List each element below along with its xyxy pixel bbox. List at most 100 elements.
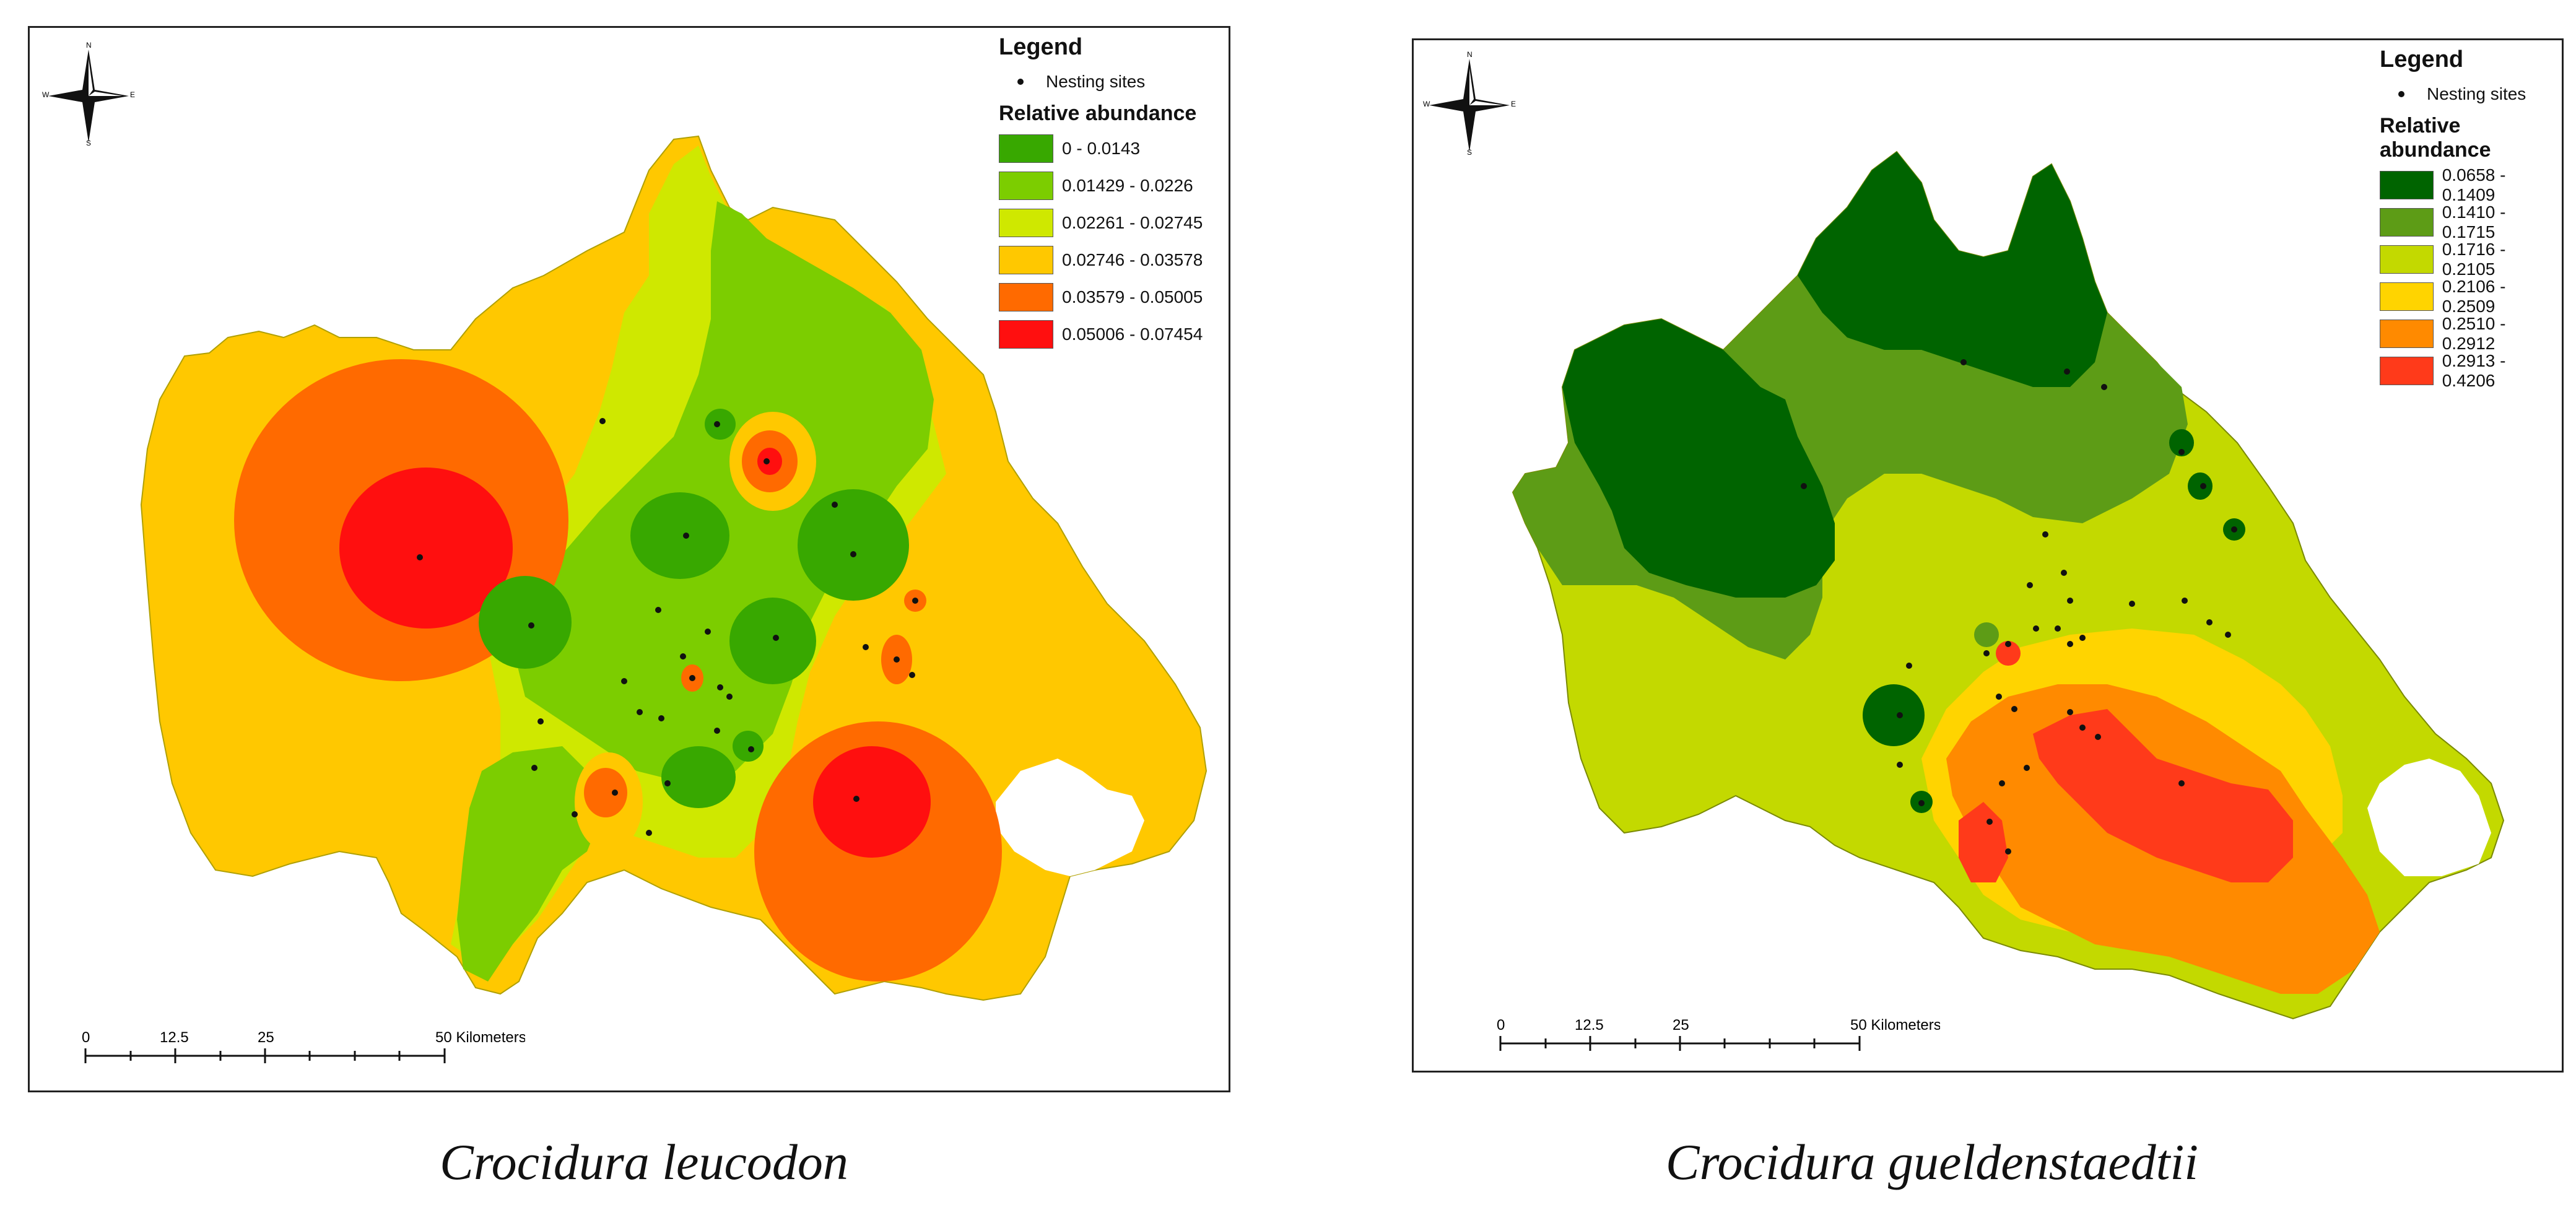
left-legend-swatch <box>999 320 1053 349</box>
right-north-arrow-icon: N S W E <box>1423 50 1516 155</box>
left-darkgreen-patch-6 <box>733 731 764 762</box>
left-legend-swatch <box>999 283 1053 311</box>
left-compass-e: E <box>130 90 135 99</box>
right-legend-row: 0.2913 - 0.4206 <box>2380 351 2562 390</box>
left-north-arrow-icon: N S W E <box>42 41 135 146</box>
left-compass-s: S <box>86 139 91 146</box>
left-legend-range-label: 0.02261 - 0.02745 <box>1062 213 1203 232</box>
left-legend-abundance-title: Relative abundance <box>999 102 1197 125</box>
left-legend-range-label: 0.01429 - 0.0226 <box>1062 176 1193 195</box>
right-legend-swatch <box>2380 282 2434 311</box>
left-map-frame: N S W E Legend Nesting sites Relative ab… <box>28 26 1230 1092</box>
right-legend-swatch <box>2380 208 2434 237</box>
left-map-panel: N S W E Legend Nesting sites Relative ab… <box>28 26 1230 1190</box>
right-legend-row: 0.2106 - 0.2509 <box>2380 277 2562 316</box>
left-legend-row: 0.03579 - 0.05005 <box>999 283 1203 311</box>
left-region-green-lower <box>457 746 599 981</box>
right-region-darkgreen-north <box>1798 152 2107 387</box>
right-nesting-sites <box>1801 359 2237 855</box>
right-map-canvas <box>1512 150 2505 1020</box>
left-legend-row: 0.01429 - 0.0226 <box>999 172 1203 200</box>
right-compass-e: E <box>1511 100 1516 108</box>
right-green-patch-6 <box>1974 622 1999 647</box>
left-map-caption: Crocidura leucodon <box>440 1134 848 1190</box>
left-legend-range-label: 0 - 0.0143 <box>1062 139 1141 158</box>
left-region-green <box>513 201 934 783</box>
left-orange-pocket-2 <box>584 768 627 817</box>
right-map-panel: N S W E Legend Nesting sites Relative ab… <box>1288 0 2576 1223</box>
right-legend-classes: 0.0658 - 0.1409 0.1410 - 0.1715 0.1716 - 0… <box>2380 165 2562 390</box>
right-legend-row: 0.2510 - 0.2912 <box>2380 314 2562 353</box>
right-legend-nesting: Nesting sites <box>2380 84 2562 104</box>
left-legend-row: 0.02746 - 0.03578 <box>999 246 1203 274</box>
left-map-canvas <box>140 135 1208 1001</box>
right-scale-tick-2: 25 <box>1673 1017 1689 1034</box>
right-legend-range-label: 0.2510 - 0.2912 <box>2442 314 2506 353</box>
left-darkgreen-patch-5 <box>661 746 736 808</box>
right-compass-w: W <box>1423 100 1430 108</box>
right-red-patch-7 <box>1996 641 2021 666</box>
right-darkgreen-patch-2 <box>2169 429 2194 456</box>
right-legend-title: Legend <box>2380 46 2464 72</box>
left-legend-row: 0.05006 - 0.07454 <box>999 320 1203 349</box>
left-legend-classes: 0 - 0.0143 0.01429 - 0.0226 0.02261 - 0.02… <box>999 134 1203 349</box>
left-scale-tick-1: 12.5 <box>160 1029 189 1046</box>
left-legend: Legend Nesting sites Relative abundance … <box>999 34 1203 349</box>
left-legend-range-label: 0.05006 - 0.07454 <box>1062 324 1203 344</box>
left-nesting-sites <box>417 418 918 836</box>
left-compass-w: W <box>42 90 50 99</box>
right-nesting-dot-icon <box>2398 91 2404 97</box>
left-legend-nesting-label: Nesting sites <box>1046 72 1146 91</box>
right-legend-swatch <box>2380 171 2434 199</box>
left-red-blob-west <box>339 468 513 629</box>
left-red-blob-se <box>813 746 931 858</box>
right-darkgreen-patch-1 <box>1863 684 1925 746</box>
left-darkgreen-patch-3 <box>479 576 572 669</box>
left-legend-title: Legend <box>999 34 1083 60</box>
right-scale-tick-0: 0 <box>1497 1017 1505 1034</box>
left-legend-swatch <box>999 209 1053 237</box>
left-legend-swatch <box>999 172 1053 200</box>
right-compass-s: S <box>1467 148 1472 155</box>
right-legend: Legend Nesting sites Relative abundance … <box>2380 46 2562 390</box>
left-nesting-dot-icon <box>1017 79 1024 85</box>
left-legend-swatch <box>999 134 1053 163</box>
right-map-frame: N S W E Legend Nesting sites Relative ab… <box>1412 38 2564 1073</box>
right-map-caption: Crocidura gueldenstaedtii <box>1665 1134 2199 1190</box>
right-scale-tick-1: 12.5 <box>1575 1017 1604 1034</box>
right-legend-range-label: 0.2913 - 0.4206 <box>2442 351 2506 390</box>
right-legend-swatch <box>2380 320 2434 348</box>
left-legend-nesting: Nesting sites <box>999 72 1203 92</box>
left-legend-swatch <box>999 246 1053 274</box>
left-scale-tick-2: 25 <box>258 1029 274 1046</box>
right-compass-n: N <box>1467 50 1473 59</box>
right-legend-row: 0.1410 - 0.1715 <box>2380 202 2562 242</box>
right-white-hole <box>2367 759 2491 876</box>
left-white-hole <box>996 759 1144 876</box>
right-region-red-sw <box>1959 802 2008 882</box>
left-darkgreen-patch-1 <box>630 492 729 579</box>
right-scale-bar: 0 12.5 25 50 Kilometers <box>1497 1017 1940 1051</box>
right-legend-range-label: 0.0658 - 0.1409 <box>2442 165 2506 204</box>
right-legend-range-label: 0.1410 - 0.1715 <box>2442 202 2506 242</box>
left-legend-range-label: 0.02746 - 0.03578 <box>1062 250 1203 269</box>
left-darkgreen-patch-4 <box>729 598 816 684</box>
right-region-red-south <box>2033 709 2293 882</box>
right-legend-nesting-label: Nesting sites <box>2427 84 2526 103</box>
left-scale-tick-0: 0 <box>82 1029 90 1046</box>
left-legend-range-label: 0.03579 - 0.05005 <box>1062 287 1203 307</box>
right-legend-range-label: 0.2106 - 0.2509 <box>2442 277 2506 316</box>
right-legend-swatch <box>2380 357 2434 385</box>
left-legend-row: 0 - 0.0143 <box>999 134 1203 163</box>
left-darkgreen-patch-2 <box>798 489 909 601</box>
left-compass-n: N <box>86 41 92 50</box>
left-legend-row: 0.02261 - 0.02745 <box>999 209 1203 237</box>
right-region-darkgreen-west <box>1562 319 1835 598</box>
right-legend-range-label: 0.1716 - 0.2105 <box>2442 240 2506 279</box>
right-scale-tick-3: 50 Kilometers <box>1850 1017 1940 1034</box>
right-legend-abundance-title: Relative abundance <box>2380 114 2491 162</box>
right-legend-row: 0.1716 - 0.2105 <box>2380 240 2562 279</box>
right-legend-row: 0.0658 - 0.1409 <box>2380 165 2562 204</box>
left-scale-bar: 0 12.5 25 50 Kilometers <box>82 1029 525 1063</box>
left-scale-tick-3: 50 Kilometers <box>435 1029 525 1046</box>
